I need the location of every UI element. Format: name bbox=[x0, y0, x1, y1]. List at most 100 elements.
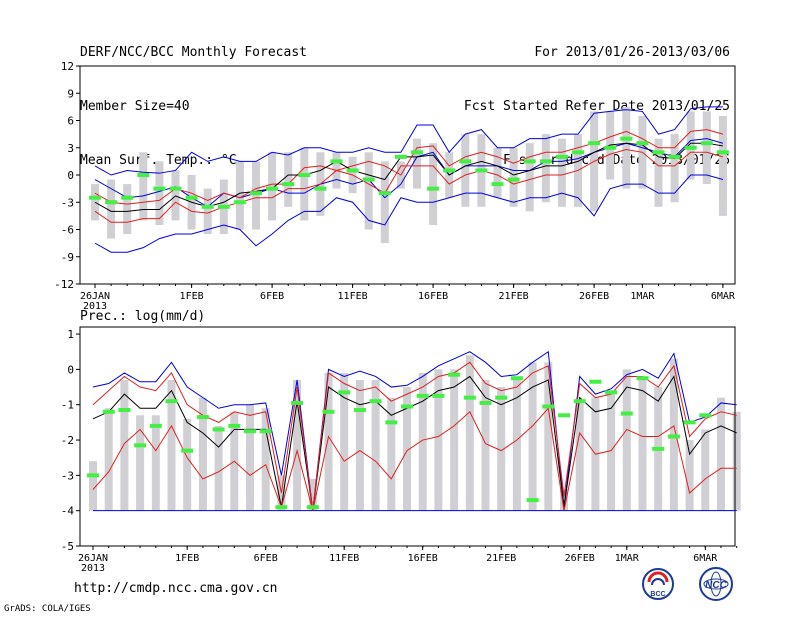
temp-line-ensemble-min bbox=[94, 174, 724, 253]
prec-box bbox=[89, 461, 97, 511]
prec-box bbox=[717, 397, 725, 511]
temp-obs-marker bbox=[330, 159, 343, 164]
temp-obs-marker bbox=[346, 168, 359, 173]
temp-ytick-label: 12 bbox=[61, 60, 74, 73]
temp-box bbox=[686, 111, 695, 180]
temp-box bbox=[557, 138, 566, 207]
prec-box bbox=[167, 379, 176, 511]
prec-box bbox=[575, 401, 584, 511]
prec-year-label: 2013 bbox=[81, 563, 105, 574]
temp-obs-marker bbox=[169, 186, 182, 191]
prec-obs-marker bbox=[212, 427, 225, 432]
prec-obs-marker bbox=[605, 390, 618, 395]
prec-obs-marker bbox=[385, 420, 398, 425]
prec-box bbox=[120, 379, 129, 511]
prec-xtick-label: 16FEB bbox=[408, 553, 438, 564]
prec-box bbox=[403, 387, 411, 511]
bcc-logo-text: BCC bbox=[650, 591, 665, 598]
prec-obs-marker bbox=[87, 473, 99, 478]
temp-box bbox=[525, 143, 534, 212]
temp-obs-marker bbox=[652, 150, 665, 155]
temp-box bbox=[413, 138, 421, 189]
prec-box bbox=[136, 415, 145, 511]
prec-obs-marker bbox=[573, 399, 586, 404]
prec-box bbox=[512, 376, 521, 511]
temp-obs-marker bbox=[620, 136, 633, 141]
temp-obs-marker bbox=[266, 186, 279, 191]
temp-line-ensemble-max bbox=[94, 138, 724, 208]
prec-xtick-label: 11FEB bbox=[329, 553, 359, 564]
prec-ytick-label: -4 bbox=[61, 505, 75, 518]
ncc-logo: NCC bbox=[699, 567, 733, 601]
prec-box bbox=[638, 376, 647, 511]
prec-obs-marker bbox=[149, 423, 162, 428]
prec-obs-marker bbox=[510, 376, 523, 381]
temp-obs-marker bbox=[153, 186, 166, 191]
prec-line-mean-sd bbox=[92, 407, 737, 511]
prec-obs-marker bbox=[165, 399, 178, 404]
footer-url[interactable]: http://cmdp.ncc.cma.gov.cn bbox=[74, 581, 278, 596]
temp-obs-marker bbox=[459, 159, 472, 164]
prec-box bbox=[732, 411, 741, 511]
temp-line-mean-sd bbox=[94, 129, 724, 205]
prec-obs-marker bbox=[244, 429, 256, 434]
prec-obs-marker bbox=[589, 379, 602, 384]
temp-box bbox=[461, 134, 470, 207]
temp-obs-marker bbox=[411, 150, 423, 155]
bcc-logo: BCC bbox=[642, 568, 674, 600]
temp-obs-marker bbox=[700, 141, 713, 146]
temp-box bbox=[509, 147, 518, 207]
prec-ytick-label: -2 bbox=[61, 434, 74, 447]
temp-box bbox=[300, 147, 309, 221]
temp-ytick-label: -3 bbox=[61, 196, 74, 209]
temp-obs-marker bbox=[588, 141, 601, 146]
prec-box bbox=[544, 362, 553, 511]
temp-box bbox=[252, 161, 260, 230]
prec-box bbox=[371, 379, 380, 511]
temp-xtick-label: 1MAR bbox=[630, 291, 655, 302]
temp-box bbox=[139, 152, 148, 221]
temp-obs-marker bbox=[491, 182, 504, 187]
ncc-logo-text: NCC bbox=[705, 580, 727, 591]
temp-obs-marker bbox=[555, 154, 568, 159]
prec-obs-marker bbox=[196, 415, 209, 420]
temp-box bbox=[364, 152, 373, 230]
prec-obs-marker bbox=[118, 408, 131, 413]
temp-obs-marker bbox=[394, 154, 407, 159]
prec-obs-marker bbox=[322, 409, 335, 414]
prec-box bbox=[387, 397, 396, 511]
temp-obs-marker bbox=[185, 195, 198, 200]
temp-box bbox=[107, 179, 116, 239]
prec-xtick-label: 6FEB bbox=[254, 553, 278, 564]
temp-box bbox=[654, 138, 663, 207]
temp-box bbox=[155, 161, 164, 225]
prec-box bbox=[340, 372, 349, 511]
prec-line-range-top bbox=[92, 350, 737, 511]
temp-obs-marker bbox=[443, 168, 456, 173]
prec-xtick-label: 1MAR bbox=[615, 553, 640, 564]
temp-ytick-label: 3 bbox=[67, 142, 74, 155]
prec-obs-marker bbox=[463, 395, 476, 400]
temp-box bbox=[284, 152, 293, 207]
temp-line-mean bbox=[94, 142, 723, 212]
temp-xtick-label: 21FEB bbox=[499, 291, 529, 302]
prec-box bbox=[104, 408, 113, 511]
temp-obs-marker bbox=[105, 200, 118, 205]
temp-obs-marker bbox=[217, 204, 230, 209]
temp-obs-marker bbox=[507, 177, 520, 182]
temp-obs-marker bbox=[572, 150, 584, 155]
prec-obs-marker bbox=[259, 429, 272, 434]
prec-box bbox=[481, 379, 490, 511]
prec-xtick-label: 26JAN bbox=[78, 553, 108, 564]
temp-box bbox=[429, 143, 438, 225]
temp-obs-marker bbox=[475, 168, 488, 173]
temp-box bbox=[493, 147, 502, 198]
prec-box bbox=[183, 418, 192, 511]
prec-obs-marker bbox=[495, 395, 508, 400]
prec-ytick-label: 1 bbox=[67, 328, 74, 341]
prec-line-mean-sd bbox=[92, 361, 737, 511]
temp-box bbox=[203, 188, 212, 235]
temp-obs-marker bbox=[716, 150, 729, 155]
prec-box bbox=[497, 387, 506, 511]
